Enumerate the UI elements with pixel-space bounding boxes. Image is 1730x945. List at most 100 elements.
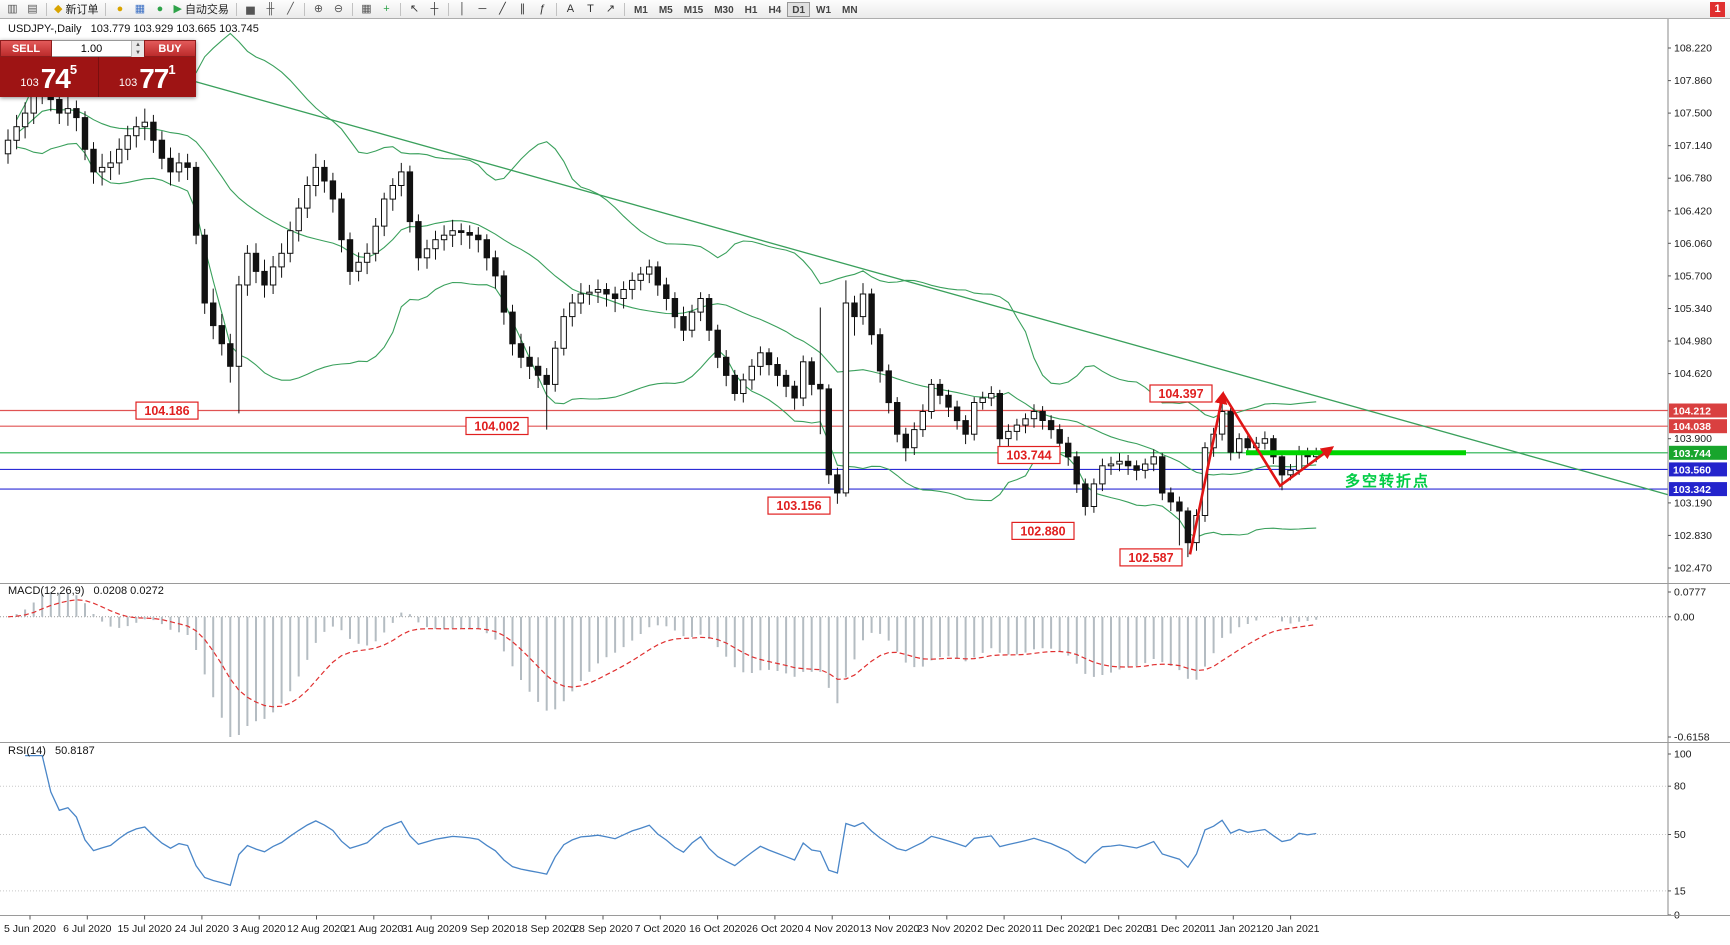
price-annotation-box[interactable] (465, 416, 529, 436)
date-label: 6 Jul 2020 (63, 923, 112, 935)
navigator-button[interactable]: ● (150, 1, 169, 18)
ohlc-values: 103.779 103.929 103.665 103.745 (90, 23, 259, 35)
market-watch-button[interactable]: ● (110, 1, 129, 18)
bull-candle (979, 397, 986, 403)
trend-arrow-up[interactable] (1188, 390, 1228, 555)
timeframe-button-M15[interactable]: M15 (683, 4, 704, 16)
bull-candle (971, 402, 978, 435)
sell-button[interactable]: SELL (0, 40, 52, 57)
date-label: 3 Aug 2020 (233, 923, 286, 935)
bull-candle (1287, 469, 1294, 476)
chart-title: USDJPY-,Daily 103.779 103.929 103.665 10… (8, 23, 259, 35)
date-axis[interactable]: 5 Jun 2020 6 Jul 2020 15 Jul 2020 24 Jul 20… (4, 915, 1320, 936)
macd-values: 0.0208 0.0272 (93, 585, 164, 597)
axis-background (1668, 19, 1730, 945)
date-label: 26 Oct 2020 (746, 923, 803, 935)
toolbar-separator (235, 2, 237, 16)
price-annotation-box[interactable] (1011, 521, 1075, 541)
timeframe-button-W1[interactable]: W1 (816, 4, 832, 16)
bear-candle (90, 148, 97, 173)
price-tick-label: 104.620 (1674, 368, 1712, 380)
bar-chart-button[interactable]: ▅ (241, 1, 260, 18)
timeframe-button-D1[interactable]: D1 (787, 1, 811, 17)
lot-spinner: ▲ ▼ (131, 41, 144, 57)
bear-candle (936, 383, 944, 396)
date-label: 16 Oct 2020 (689, 923, 746, 935)
bear-candle (1056, 429, 1063, 444)
bear-candle (817, 383, 824, 390)
price-axis[interactable]: 108.220 107.860 107.500 107.140 106.780 106.4… (1667, 19, 1730, 945)
buy-button[interactable]: BUY (144, 40, 196, 57)
date-label: 2 Dec 2020 (977, 923, 1031, 935)
bear-candle (321, 166, 328, 182)
price-annotation-box[interactable] (1149, 384, 1213, 403)
bear-candle (791, 385, 798, 399)
turning-point-note[interactable]: 多空转折点 (1345, 473, 1431, 490)
bear-candle (475, 234, 482, 241)
data-window-button[interactable]: ▦ (130, 1, 149, 18)
arrows-button[interactable]: ↗ (601, 1, 620, 18)
zoom-out-button[interactable]: ⊖ (329, 1, 348, 18)
bear-candle (1159, 456, 1166, 494)
price-tag (1669, 445, 1727, 460)
zoom-in-button[interactable]: ⊕ (309, 1, 328, 18)
lot-increase-button[interactable]: ▲ (131, 41, 144, 49)
bull-candle (244, 252, 251, 286)
bull-candle (372, 225, 379, 254)
timeframe-button-H1[interactable]: H1 (744, 4, 758, 16)
zoom-out-icon: ⊖ (333, 2, 344, 15)
candlestick-chart-button[interactable]: ╫ (261, 1, 280, 18)
horizontal-line-button[interactable]: ─ (473, 1, 492, 18)
price-annotation-box[interactable] (1119, 548, 1183, 567)
channel-button[interactable]: ∥ (513, 1, 532, 18)
symbol-period-label: USDJPY-,Daily (8, 23, 82, 35)
timeframe-button-M1[interactable]: M1 (633, 4, 648, 16)
new-order-button[interactable]: ◆ 新订单 (51, 1, 101, 18)
date-label: 12 Aug 2020 (287, 923, 346, 935)
line-chart-button[interactable]: ╱ (281, 1, 300, 18)
bear-candle (150, 121, 157, 141)
price-annotation-box[interactable] (997, 445, 1061, 465)
rsi-value: 50.8187 (54, 745, 95, 757)
bull-candle (740, 379, 747, 394)
price-annotation-box[interactable] (767, 496, 831, 515)
bull-candle (1236, 438, 1243, 453)
timeframe-button-H4[interactable]: H4 (768, 4, 782, 16)
bull-candle (1142, 463, 1149, 471)
bull-candle (1090, 483, 1098, 507)
trend-arrow-pullback[interactable] (1221, 392, 1335, 488)
bull-candle (688, 311, 696, 331)
lot-size-input[interactable] (52, 41, 131, 56)
bull-candle (1099, 465, 1106, 485)
timeframe-button-M5[interactable]: M5 (658, 4, 673, 16)
bull-candle (646, 266, 653, 275)
text-label-icon: T (587, 2, 594, 15)
indicators-button[interactable]: + (377, 1, 396, 18)
text-button[interactable]: A (561, 1, 580, 18)
autotrading-button[interactable]: ▶ 自动交易 (170, 1, 231, 18)
new-chart-button[interactable]: ▥ (3, 1, 22, 18)
lot-decrease-button[interactable]: ▼ (131, 49, 144, 57)
fibonacci-button[interactable]: ƒ (533, 1, 552, 18)
bull-candle (124, 135, 131, 150)
bull-candle (637, 273, 644, 281)
text-label-button[interactable]: T (581, 1, 600, 18)
timeframe-button-MN[interactable]: MN (842, 4, 858, 16)
cursor-button[interactable]: ↖ (405, 1, 424, 18)
vertical-line-button[interactable]: │ (453, 1, 472, 18)
profiles-button[interactable]: ▤ (23, 1, 42, 18)
new-chart-icon: ▥ (7, 2, 18, 15)
price-annotation-box[interactable] (135, 401, 199, 420)
trendline-button[interactable]: ╱ (493, 1, 512, 18)
bear-candle (406, 171, 414, 223)
crosshair-button[interactable]: ┼ (425, 1, 444, 18)
tile-windows-button[interactable]: ▦ (357, 1, 376, 18)
bear-candle (483, 239, 491, 259)
bear-candle (1227, 411, 1234, 453)
rsi-pane (0, 754, 1668, 892)
bar-chart-icon: ▅ (246, 2, 255, 15)
notification-badge[interactable]: 1 (1710, 2, 1725, 17)
timeframe-button-M30[interactable]: M30 (714, 4, 734, 16)
